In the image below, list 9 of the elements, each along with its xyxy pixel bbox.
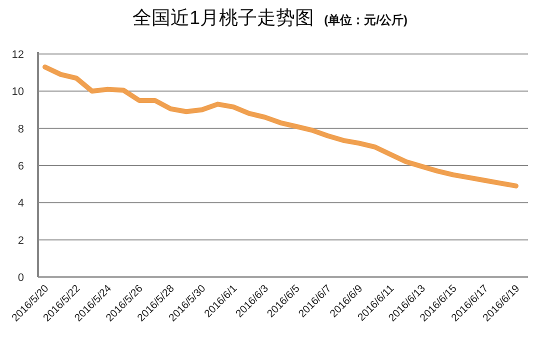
y-tick-label: 2	[18, 234, 24, 247]
y-tick-label: 4	[18, 198, 24, 210]
y-tick-label: 0	[18, 272, 24, 284]
chart-subtitle: (单位：元/公斤)	[324, 13, 408, 27]
y-tick-label: 6	[18, 160, 24, 172]
y-tick-label: 12	[12, 49, 24, 61]
y-tick-label: 10	[12, 86, 24, 98]
y-tick-label: 8	[18, 123, 24, 136]
chart-title: 全国近1月桃子走势图	[132, 8, 314, 29]
